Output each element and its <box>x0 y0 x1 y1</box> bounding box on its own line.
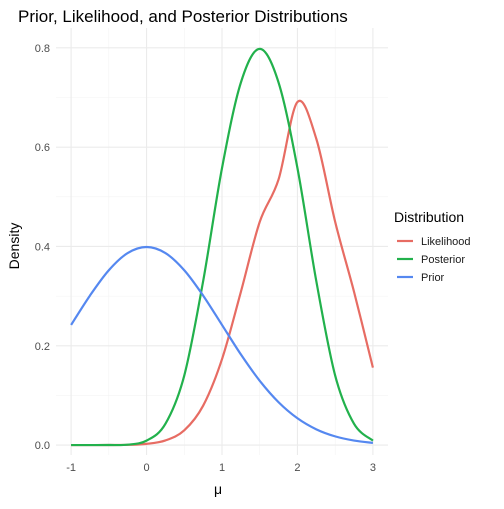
legend-label-likelihood: Likelihood <box>421 236 471 248</box>
y-tick-label: 0.8 <box>35 43 50 55</box>
x-tick-label: -1 <box>66 462 76 474</box>
series-line-posterior <box>71 47 374 447</box>
legend: Distribution Likelihood Posterior Prior <box>394 209 471 284</box>
y-tick-label: 0.0 <box>35 440 50 452</box>
legend-title: Distribution <box>394 209 464 225</box>
legend-label-posterior: Posterior <box>421 254 465 266</box>
chart-title: Prior, Likelihood, and Posterior Distrib… <box>18 7 348 26</box>
y-tick-label: 0.6 <box>35 142 50 154</box>
legend-label-prior: Prior <box>421 272 445 284</box>
y-tick-label: 0.2 <box>35 341 50 353</box>
y-axis-title: Density <box>6 223 22 270</box>
series-lines <box>70 47 374 447</box>
series-line-prior <box>70 245 374 444</box>
x-tick-label: 3 <box>370 462 376 474</box>
tick-labels: -1 0 1 2 3 0.0 0.2 0.4 0.6 0.8 <box>35 43 376 474</box>
x-tick-label: 2 <box>294 462 300 474</box>
x-tick-label: 1 <box>219 462 225 474</box>
x-tick-label: 0 <box>143 462 149 474</box>
x-axis-title: μ <box>214 481 222 497</box>
y-tick-label: 0.4 <box>35 241 50 253</box>
grid <box>56 28 388 455</box>
